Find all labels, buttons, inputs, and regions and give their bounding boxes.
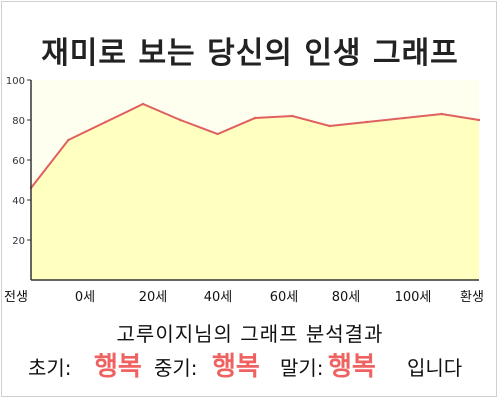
- data-point-2: [104, 120, 107, 124]
- tick-layer: 20 40 60 80 100 전생 0세 20세 40세 60세 80세 100세 환생: [4, 76, 484, 305]
- data-point-8: [328, 124, 331, 128]
- data-point-9: [365, 120, 369, 124]
- x-tick-label-5: 80세: [332, 290, 361, 305]
- data-point-4: [179, 118, 182, 122]
- data-point-11: [440, 112, 443, 116]
- early-label: 초기:: [28, 356, 72, 380]
- y-tick-label-20: 20: [12, 236, 25, 247]
- x-tick-label-3: 40세: [204, 290, 233, 305]
- axis-layer: [30, 80, 479, 281]
- y-tick-label-80: 80: [12, 116, 25, 127]
- middle-value: 행복: [212, 352, 260, 382]
- middle-label: 중기:: [154, 356, 198, 380]
- data-point-7: [291, 114, 294, 118]
- x-tick-label-2: 20세: [139, 290, 168, 305]
- data-point-5: [216, 132, 219, 136]
- data-point-1: [67, 138, 70, 142]
- late-value: 행복: [328, 352, 376, 382]
- x-tick-label-6: 100세: [395, 290, 432, 305]
- x-tick-label-7: 환생: [460, 290, 484, 305]
- x-tick-label-1: 0세: [75, 290, 95, 305]
- late-label: 말기:: [280, 356, 324, 380]
- y-tick-label-40: 40: [12, 196, 25, 207]
- result-title: 고루이지님의 그래프 분석결과: [116, 322, 384, 346]
- result-line: 초기: 행복 중기: 행복 말기: 행복 입니다: [0, 346, 500, 382]
- x-tick-label-4: 60세: [270, 290, 299, 305]
- page-title: 재미로 보는 당신의 인생 그래프: [41, 36, 459, 71]
- data-point-6: [253, 116, 257, 120]
- ending-text: 입니다: [407, 356, 463, 380]
- area-layer: [29, 102, 481, 280]
- data-point-10: [403, 116, 406, 120]
- y-tick-label-60: 60: [12, 156, 25, 167]
- early-value: 행복: [94, 352, 142, 382]
- x-tick-label-0: 전생: [4, 290, 28, 305]
- y-tick-label-100: 100: [6, 76, 25, 87]
- area-fill: [31, 104, 479, 280]
- data-point-12: [477, 118, 481, 122]
- data-point-3: [141, 102, 145, 106]
